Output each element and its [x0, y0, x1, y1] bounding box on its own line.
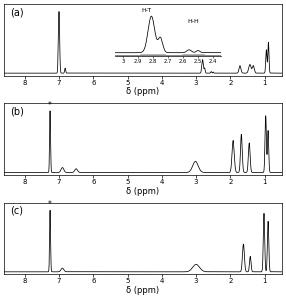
Text: (c): (c): [10, 206, 23, 216]
Text: (b): (b): [10, 106, 23, 116]
X-axis label: δ (ppm): δ (ppm): [126, 187, 160, 196]
X-axis label: δ (ppm): δ (ppm): [126, 286, 160, 295]
X-axis label: δ (ppm): δ (ppm): [126, 87, 160, 96]
Text: *: *: [48, 101, 52, 110]
Text: *: *: [48, 200, 52, 209]
Text: (a): (a): [10, 7, 23, 17]
